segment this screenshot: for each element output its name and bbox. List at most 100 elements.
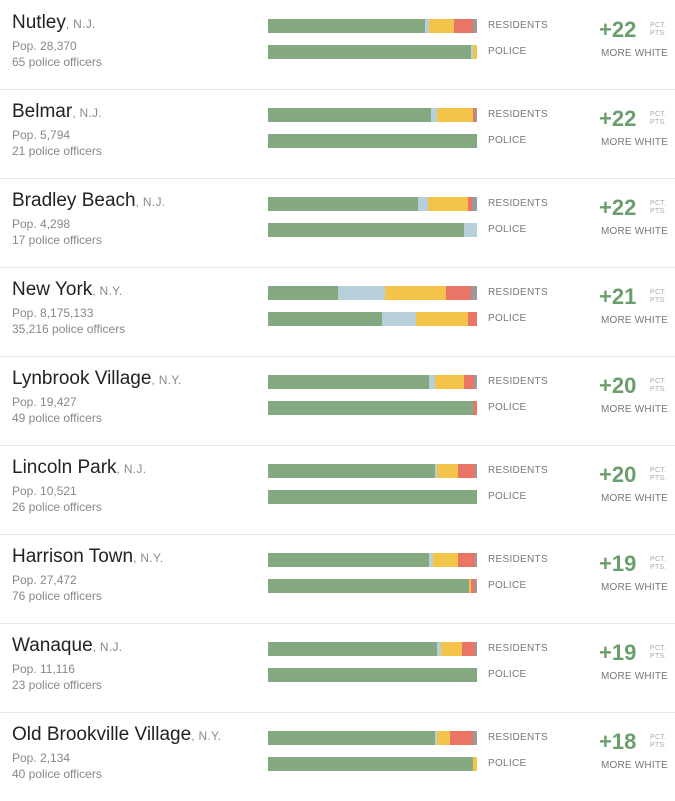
officer-count: 21 police officers <box>12 144 102 158</box>
bar-segment-black <box>473 401 477 415</box>
units-label: PCT. PTS. <box>650 289 667 305</box>
bar-segment-black <box>471 579 475 593</box>
bar-segment-asian <box>338 286 385 300</box>
city-title: Old Brookville Village, N.Y. <box>12 724 221 746</box>
units-label: PCT. PTS. <box>650 734 667 750</box>
residents-bar <box>268 197 477 211</box>
units-label: PCT. PTS. <box>650 467 667 483</box>
row-divider <box>0 89 675 90</box>
police-label: POLICE <box>488 402 527 413</box>
bar-segment-asian <box>418 197 428 211</box>
bar-segment-black <box>458 464 475 478</box>
police-label: POLICE <box>488 669 527 680</box>
units-line: PTS. <box>650 30 667 37</box>
officer-count: 40 police officers <box>12 767 102 781</box>
units-line: PCT. <box>650 200 667 207</box>
units-label: PCT. PTS. <box>650 111 667 127</box>
difference-note: MORE WHITE <box>601 404 668 415</box>
police-label: POLICE <box>488 224 527 235</box>
residents-label: RESIDENTS <box>488 109 548 120</box>
city-title: Belmar, N.J. <box>12 101 102 123</box>
difference-note: MORE WHITE <box>601 315 668 326</box>
city-title: Lynbrook Village, N.Y. <box>12 368 182 390</box>
bar-segment-hispanic <box>416 312 468 326</box>
bar-segment-other <box>475 464 477 478</box>
bar-segment-asian <box>382 312 416 326</box>
units-line: PCT. <box>650 467 667 474</box>
bar-segment-white <box>268 553 429 567</box>
city-name: Wanaque <box>12 635 93 656</box>
bar-segment-white <box>268 490 477 504</box>
bar-segment-black <box>450 731 473 745</box>
row-divider <box>0 712 675 713</box>
difference-value: +20 <box>599 462 637 487</box>
officer-count: 65 police officers <box>12 55 102 69</box>
police-label: POLICE <box>488 491 527 502</box>
city-name: Bradley Beach <box>12 190 136 211</box>
chart-row: Old Brookville Village, N.Y. Pop. 2,134 40… <box>0 712 675 801</box>
bar-segment-black <box>454 19 473 33</box>
bar-segment-black <box>462 642 475 656</box>
state-abbrev: , N.J. <box>135 195 166 209</box>
police-label: POLICE <box>488 313 527 324</box>
residents-label: RESIDENTS <box>488 376 548 387</box>
bar-segment-other <box>472 197 477 211</box>
difference-value: +18 <box>599 729 637 754</box>
difference-value: +19 <box>599 551 637 576</box>
residents-label: RESIDENTS <box>488 465 548 476</box>
difference-note: MORE WHITE <box>601 671 668 682</box>
chart-row: Harrison Town, N.Y. Pop. 27,472 76 police … <box>0 534 675 623</box>
police-label: POLICE <box>488 758 527 769</box>
police-bar <box>268 490 477 504</box>
bar-segment-white <box>268 579 469 593</box>
units-line: PCT. <box>650 289 667 296</box>
city-title: Wanaque, N.J. <box>12 635 122 657</box>
units-line: PTS. <box>650 742 667 749</box>
units-line: PCT. <box>650 556 667 563</box>
bar-segment-white <box>268 108 431 122</box>
city-title: Bradley Beach, N.J. <box>12 190 165 212</box>
police-bar <box>268 668 477 682</box>
police-bar <box>268 757 477 771</box>
city-title: New York, N.Y. <box>12 279 123 301</box>
population-label: Pop. 8,175,133 <box>12 306 94 320</box>
difference-value: +20 <box>599 373 637 398</box>
chart-row: Nutley, N.J. Pop. 28,370 65 police officer… <box>0 0 675 89</box>
residents-bar <box>268 731 477 745</box>
difference-note: MORE WHITE <box>601 760 668 771</box>
bar-segment-other <box>475 108 477 122</box>
bar-segment-white <box>268 223 464 237</box>
units-line: PCT. <box>650 378 667 385</box>
units-line: PCT. <box>650 645 667 652</box>
bar-segment-white <box>268 668 477 682</box>
population-label: Pop. 11,116 <box>12 662 75 676</box>
city-title: Nutley, N.J. <box>12 12 96 34</box>
officer-count: 49 police officers <box>12 411 102 425</box>
difference-value: +22 <box>599 17 637 42</box>
bar-segment-white <box>268 197 418 211</box>
population-label: Pop. 2,134 <box>12 751 71 765</box>
bar-segment-hispanic <box>437 108 473 122</box>
bar-segment-asian <box>431 108 437 122</box>
police-label: POLICE <box>488 580 527 591</box>
row-divider <box>0 356 675 357</box>
units-line: PCT. <box>650 734 667 741</box>
state-abbrev: , N.J. <box>65 17 96 31</box>
bar-segment-hispanic <box>473 45 477 59</box>
city-title: Harrison Town, N.Y. <box>12 546 163 568</box>
state-abbrev: , N.Y. <box>191 729 222 743</box>
bar-segment-white <box>268 757 473 771</box>
city-title: Lincoln Park, N.J. <box>12 457 146 479</box>
residents-label: RESIDENTS <box>488 643 548 654</box>
row-divider <box>0 445 675 446</box>
police-bar <box>268 401 477 415</box>
bar-segment-asian <box>471 45 473 59</box>
population-label: Pop. 19,427 <box>12 395 77 409</box>
city-name: Nutley <box>12 12 66 33</box>
police-bar <box>268 312 477 326</box>
units-line: PTS. <box>650 208 667 215</box>
city-name: Belmar <box>12 101 73 122</box>
residents-label: RESIDENTS <box>488 20 548 31</box>
units-line: PCT. <box>650 111 667 118</box>
bar-segment-asian <box>464 223 477 237</box>
